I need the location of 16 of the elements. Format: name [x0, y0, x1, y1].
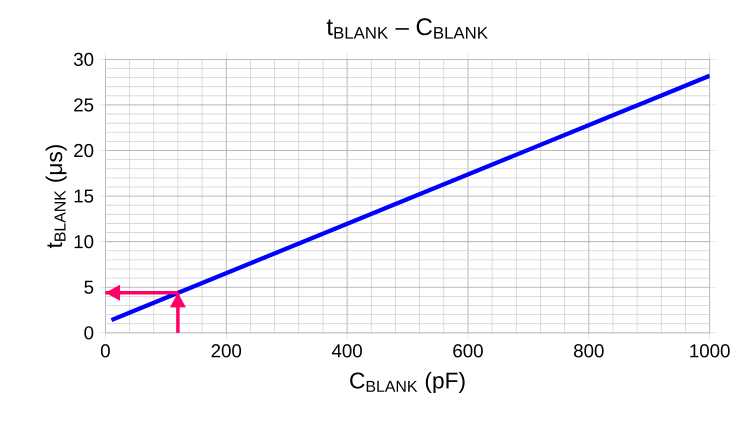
x-tick-label: 200: [212, 344, 242, 358]
x-tick-label: 800: [574, 344, 604, 358]
y-tick-label: 15: [74, 190, 94, 203]
y-tick-label: 25: [74, 98, 94, 112]
y-tick-label: 20: [74, 144, 94, 158]
y-axis-title: t$_{BLANK}$ (μs): [46, 145, 67, 248]
x-axis-title: C$_{BLANK}$ (pF): [350, 372, 465, 394]
x-tick-label: 1000: [690, 344, 730, 358]
x-tick-label: 600: [453, 344, 483, 358]
x-tick-label: 400: [332, 344, 362, 358]
y-tick-label: 0: [84, 326, 94, 340]
x-tick-label: 0: [100, 344, 110, 358]
y-tick-label: 10: [74, 235, 94, 248]
y-tick-label: 5: [84, 280, 94, 294]
chart-title: t$_{BLANK}$ – C$_{BLANK}$: [326, 18, 488, 39]
y-tick-label: 30: [74, 52, 94, 66]
